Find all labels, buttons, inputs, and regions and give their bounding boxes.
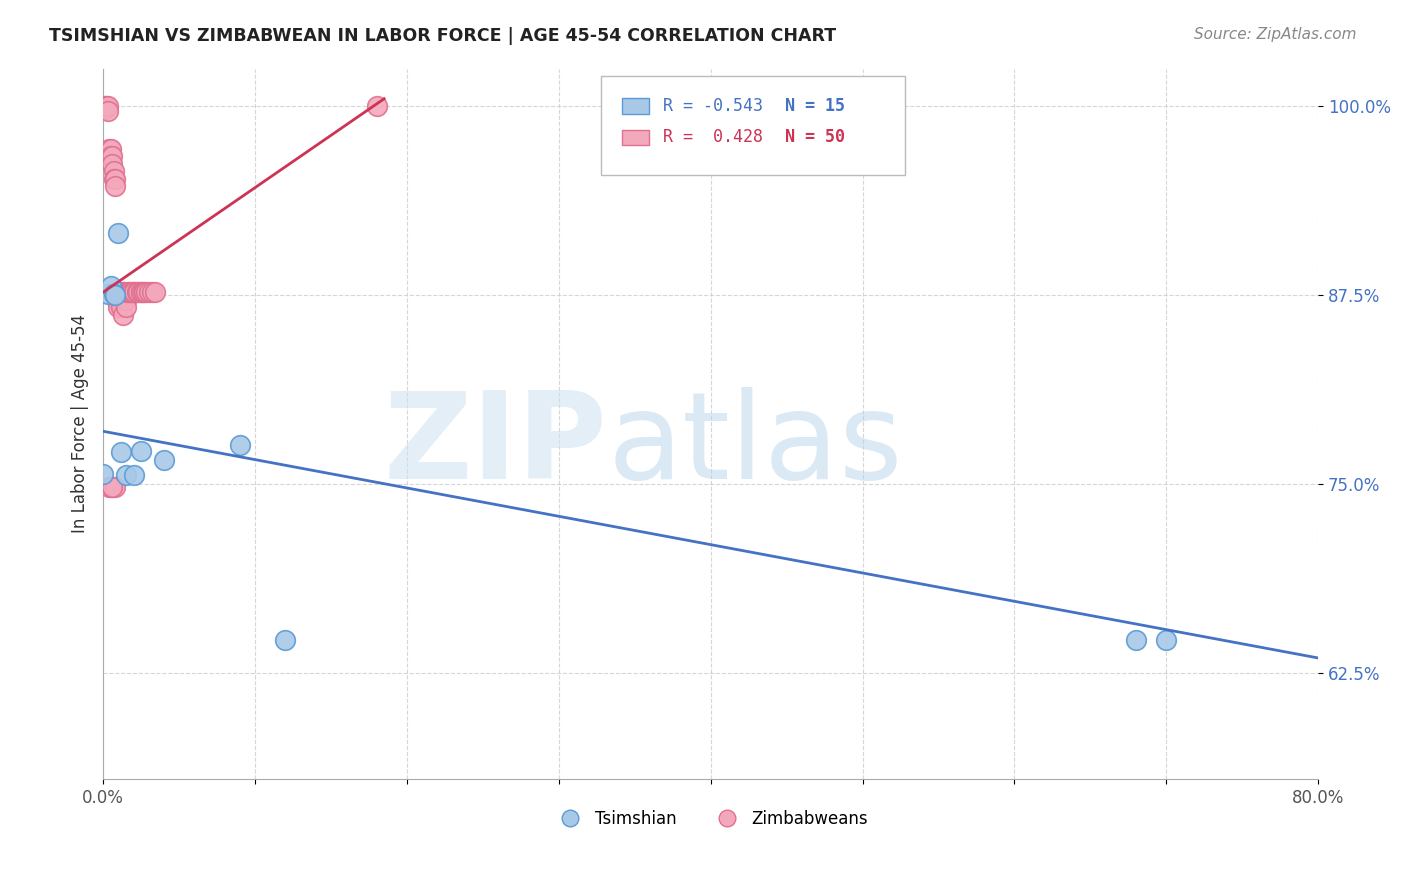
Point (115, 301, 138, 315)
Point (100, 149, 122, 163)
Point (153, 453, 176, 467)
Point (115, 468, 138, 483)
Point (93, 103, 115, 117)
Point (100, 142, 122, 156)
Point (122, 285, 145, 300)
Point (129, 285, 152, 300)
Bar (621, 129, 648, 145)
Point (120, 285, 142, 300)
Text: ZIP: ZIP (384, 386, 607, 503)
Point (131, 285, 153, 300)
Point (107, 301, 129, 315)
Point (93, 99, 115, 113)
Text: R =  0.428: R = 0.428 (664, 128, 763, 146)
Point (108, 293, 131, 307)
Point (103, 286, 125, 301)
Text: Source: ZipAtlas.com: Source: ZipAtlas.com (1194, 27, 1357, 42)
Text: N = 15: N = 15 (785, 97, 845, 115)
Point (98, 149, 121, 163)
Point (104, 480, 127, 494)
Point (111, 285, 134, 300)
Point (98, 480, 121, 494)
Point (117, 285, 139, 300)
Point (129, 444, 152, 458)
Point (134, 285, 156, 300)
Point (103, 172, 125, 186)
Point (97, 103, 120, 118)
Point (1156, 632, 1178, 647)
Point (110, 301, 132, 315)
Point (104, 179, 127, 194)
FancyBboxPatch shape (602, 76, 905, 175)
Legend: Tsimshian, Zimbabweans: Tsimshian, Zimbabweans (547, 803, 875, 835)
Point (121, 285, 143, 300)
Point (127, 285, 149, 300)
Point (143, 285, 166, 300)
Point (112, 285, 135, 300)
Point (1125, 632, 1147, 647)
Point (101, 149, 124, 163)
Point (110, 293, 132, 307)
Point (118, 285, 141, 300)
Point (98, 142, 121, 156)
Point (97, 99, 120, 113)
Text: R = -0.543: R = -0.543 (664, 97, 763, 115)
Point (101, 157, 124, 171)
Point (105, 285, 128, 300)
Point (122, 468, 145, 483)
Point (108, 285, 131, 300)
Text: N = 50: N = 50 (785, 128, 845, 146)
Point (107, 285, 129, 300)
Point (100, 279, 122, 293)
Point (107, 293, 129, 307)
Y-axis label: In Labor Force | Age 45-54: In Labor Force | Age 45-54 (72, 314, 89, 533)
Point (111, 308, 134, 322)
Point (107, 227, 129, 241)
Point (96, 99, 118, 113)
Point (366, 99, 388, 113)
Point (91, 467, 114, 481)
Text: atlas: atlas (607, 386, 903, 503)
Point (104, 288, 127, 302)
Point (115, 293, 138, 307)
Point (229, 438, 252, 452)
Point (274, 632, 297, 647)
Text: TSIMSHIAN VS ZIMBABWEAN IN LABOR FORCE | AGE 45-54 CORRELATION CHART: TSIMSHIAN VS ZIMBABWEAN IN LABOR FORCE |… (49, 27, 837, 45)
Point (138, 285, 160, 300)
Point (103, 164, 125, 178)
Point (122, 285, 145, 300)
Bar (621, 98, 648, 114)
Point (101, 480, 124, 494)
Point (104, 172, 127, 186)
Point (105, 293, 128, 307)
Point (101, 480, 124, 494)
Point (129, 285, 152, 300)
Point (125, 285, 148, 300)
Point (135, 285, 157, 300)
Point (141, 285, 163, 300)
Point (97, 286, 120, 301)
Point (110, 445, 132, 459)
